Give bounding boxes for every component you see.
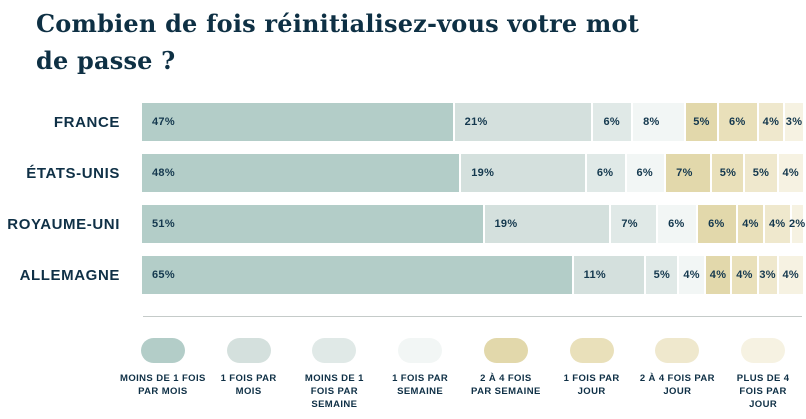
country-label-france: FRANCE	[53, 113, 120, 131]
bar-segment-tats-unis-1-fois-par-semaine: 6%	[624, 154, 665, 192]
bar-row-allemagne: ALLEMAGNE 65% 11% 5% 4% 4% 4% 3% 4%	[0, 256, 803, 294]
bar-segment-allemagne-plus-de-4-fois-par-jour: 4%	[776, 256, 803, 294]
bar-segment-allemagne-2-4-fois-par-jour: 3%	[756, 256, 777, 294]
country-label-royaume-uni: ROYAUME-UNI	[7, 215, 120, 233]
legend-swatch-2-4-fois-par-jour	[655, 338, 700, 363]
bar-segment-france-1-fois-par-jour: 6%	[717, 103, 757, 141]
legend-label-line: PLUS DE 4	[736, 373, 790, 384]
bar-segment-tats-unis-plus-de-4-fois-par-jour: 4%	[776, 154, 803, 192]
legend-label-line: 2 À 4 FOIS	[480, 373, 532, 384]
legend-label-1-fois-par-mois: 1 FOIS PAR MOIS	[221, 372, 277, 398]
chart-title: Combien de fois réinitialisez-vous votre…	[36, 5, 639, 79]
bar-segment-france-2-4-fois-par-semaine: 5%	[683, 103, 718, 141]
bar-rows: FRANCE 47% 21% 6% 8% 5% 6% 4% 3% ÉTATS-UNIS 48% 19%…	[0, 103, 805, 294]
legend-label-line: 1 FOIS PAR	[220, 373, 277, 384]
bar-segment-allemagne-1-fois-par-mois: 11%	[571, 256, 645, 294]
bar-segment-tats-unis-1-fois-par-mois: 19%	[459, 154, 585, 192]
legend-swatch-1-fois-par-mois	[226, 338, 271, 363]
chart-legend: MOINS DE 1 FOIS PAR MOIS 1 FOIS PAR MOIS MOI…	[120, 338, 806, 411]
legend-item-1-fois-par-mois: 1 FOIS PAR MOIS	[206, 338, 292, 411]
legend-item-2-4-fois-par-semaine: 2 À 4 FOIS PAR SEMAINE	[463, 338, 549, 411]
bar-segment-allemagne-moins-de-1-fois-par-mois: 65%	[142, 256, 572, 294]
bar-row-royaume-uni: ROYAUME-UNI 51% 19% 7% 6% 6% 4% 4% 2%	[0, 205, 805, 243]
bar-segment-tats-unis-moins-de-1-fois-par-mois: 48%	[142, 154, 460, 192]
bar-segment-tats-unis-moins-de-1-fois-par-semaine: 6%	[584, 154, 625, 192]
legend-divider-line	[143, 316, 802, 317]
chart-title-line-2: de passe ?	[36, 46, 176, 75]
legend-label-line: 1 FOIS PAR	[392, 373, 449, 384]
country-label-tats-unis: ÉTATS-UNIS	[26, 164, 120, 182]
legend-item-moins-de-1-fois-par-semaine: MOINS DE 1 FOIS PAR SEMAINE	[292, 338, 378, 411]
bar-segment-france-1-fois-par-semaine: 8%	[631, 103, 684, 141]
stacked-bar-france: 47% 21% 6% 8% 5% 6% 4% 3%	[142, 103, 803, 141]
legend-label-1-fois-par-jour: 1 FOIS PAR JOUR	[564, 372, 620, 398]
bar-segment-royaume-uni-moins-de-1-fois-par-mois: 51%	[142, 205, 483, 243]
bar-segment-royaume-uni-1-fois-par-mois: 19%	[482, 205, 610, 243]
bar-segment-royaume-uni-1-fois-par-semaine: 6%	[656, 205, 697, 243]
legend-swatch-1-fois-par-semaine	[398, 338, 443, 363]
bar-segment-tats-unis-1-fois-par-jour: 5%	[710, 154, 744, 192]
legend-label-line: PAR MOIS	[138, 386, 188, 397]
bar-segment-allemagne-2-4-fois-par-semaine: 4%	[703, 256, 731, 294]
legend-label-1-fois-par-semaine: 1 FOIS PAR SEMAINE	[392, 372, 448, 398]
legend-item-plus-de-4-fois-par-jour: PLUS DE 4 FOIS PAR JOUR	[720, 338, 806, 411]
bar-segment-royaume-uni-2-4-fois-par-jour: 4%	[762, 205, 790, 243]
legend-item-moins-de-1-fois-par-mois: MOINS DE 1 FOIS PAR MOIS	[120, 338, 206, 411]
legend-label-line: MOINS DE 1	[304, 373, 364, 384]
legend-item-1-fois-par-semaine: 1 FOIS PAR SEMAINE	[377, 338, 463, 411]
bar-segment-france-moins-de-1-fois-par-semaine: 6%	[591, 103, 632, 141]
legend-label-2-4-fois-par-jour: 2 À 4 FOIS PAR JOUR	[640, 372, 715, 398]
country-label-allemagne: ALLEMAGNE	[19, 266, 120, 284]
bar-row-france: FRANCE 47% 21% 6% 8% 5% 6% 4% 3%	[0, 103, 803, 141]
legend-label-line: FOIS PAR	[310, 386, 359, 397]
bar-segment-france-2-4-fois-par-jour: 4%	[756, 103, 784, 141]
legend-swatch-moins-de-1-fois-par-mois	[140, 338, 185, 363]
legend-swatch-1-fois-par-jour	[569, 338, 614, 363]
legend-swatch-plus-de-4-fois-par-jour	[741, 338, 786, 363]
bar-segment-royaume-uni-plus-de-4-fois-par-jour: 2%	[789, 205, 805, 243]
bar-row-tats-unis: ÉTATS-UNIS 48% 19% 6% 6% 7% 5% 5% 4%	[0, 154, 803, 192]
legend-label-line: MOINS DE 1 FOIS	[120, 373, 206, 384]
bar-segment-allemagne-1-fois-par-semaine: 4%	[677, 256, 704, 294]
legend-label-moins-de-1-fois-par-mois: MOINS DE 1 FOIS PAR MOIS	[120, 372, 206, 398]
legend-label-2-4-fois-par-semaine: 2 À 4 FOIS PAR SEMAINE	[471, 372, 541, 398]
bar-segment-tats-unis-2-4-fois-par-semaine: 7%	[664, 154, 711, 192]
bar-segment-tats-unis-2-4-fois-par-jour: 5%	[743, 154, 777, 192]
stacked-bar-tats-unis: 48% 19% 6% 6% 7% 5% 5% 4%	[142, 154, 803, 192]
bar-segment-allemagne-1-fois-par-jour: 4%	[730, 256, 757, 294]
legend-label-line: SEMAINE	[311, 399, 358, 410]
legend-label-plus-de-4-fois-par-jour: PLUS DE 4 FOIS PAR JOUR	[737, 372, 790, 411]
stacked-bar-royaume-uni: 51% 19% 7% 6% 6% 4% 4% 2%	[142, 205, 805, 243]
bar-segment-royaume-uni-moins-de-1-fois-par-semaine: 7%	[609, 205, 657, 243]
legend-item-2-4-fois-par-jour: 2 À 4 FOIS PAR JOUR	[635, 338, 721, 411]
legend-label-line: JOUR	[749, 399, 778, 410]
bar-segment-allemagne-moins-de-1-fois-par-semaine: 5%	[644, 256, 678, 294]
legend-label-line: PAR SEMAINE	[471, 386, 541, 397]
chart-title-line-1: Combien de fois réinitialisez-vous votre…	[36, 9, 640, 38]
bar-segment-france-1-fois-par-mois: 21%	[452, 103, 592, 141]
bar-segment-france-moins-de-1-fois-par-mois: 47%	[142, 103, 453, 141]
bar-segment-royaume-uni-1-fois-par-jour: 4%	[736, 205, 763, 243]
legend-label-line: MOIS	[235, 386, 262, 397]
bar-segment-france-plus-de-4-fois-par-jour: 3%	[783, 103, 803, 141]
legend-label-line: JOUR	[663, 386, 692, 397]
legend-label-line: FOIS PAR	[739, 386, 787, 397]
legend-label-line: JOUR	[577, 386, 606, 397]
legend-label-moins-de-1-fois-par-semaine: MOINS DE 1 FOIS PAR SEMAINE	[305, 372, 364, 411]
bar-segment-royaume-uni-2-4-fois-par-semaine: 6%	[696, 205, 737, 243]
legend-label-line: 2 À 4 FOIS PAR	[639, 373, 715, 384]
stacked-bar-allemagne: 65% 11% 5% 4% 4% 4% 3% 4%	[142, 256, 803, 294]
legend-item-1-fois-par-jour: 1 FOIS PAR JOUR	[549, 338, 635, 411]
legend-label-line: SEMAINE	[397, 386, 444, 397]
legend-label-line: 1 FOIS PAR	[563, 373, 620, 384]
legend-swatch-2-4-fois-par-semaine	[483, 338, 528, 363]
legend-swatch-moins-de-1-fois-par-semaine	[312, 338, 357, 363]
